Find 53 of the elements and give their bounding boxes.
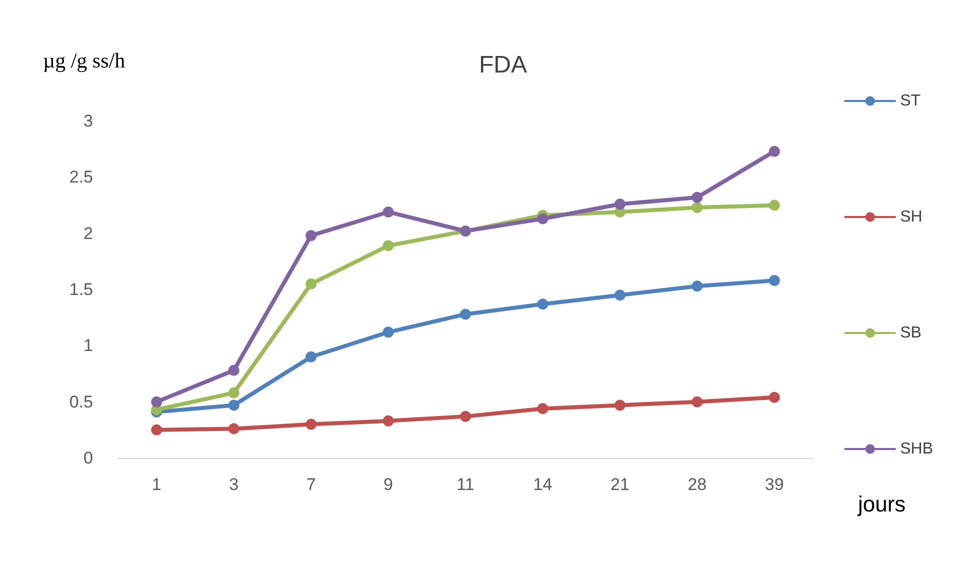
point [228, 423, 240, 434]
x-tick-label: 1 [152, 475, 162, 494]
legend-label: SHB [900, 440, 934, 458]
legend-label: SH [900, 208, 922, 226]
chart-title: FDA [479, 52, 527, 78]
point [460, 308, 471, 320]
point [306, 230, 317, 242]
x-tick-label: 9 [384, 475, 394, 494]
point [614, 400, 626, 411]
point [382, 415, 394, 426]
point [537, 213, 548, 224]
y-tick-label: 0.5 [69, 392, 93, 412]
legend-label: ST [900, 92, 921, 110]
point [768, 146, 780, 157]
point [306, 351, 317, 362]
point [768, 392, 780, 403]
point [614, 290, 626, 301]
point [460, 410, 471, 422]
point [537, 298, 548, 310]
point [692, 396, 703, 408]
point [306, 418, 317, 430]
point [692, 202, 703, 213]
point [228, 400, 240, 411]
x-tick-label: 11 [456, 475, 474, 494]
y-tick-label: 2.5 [69, 168, 93, 187]
x-tick-label: 3 [229, 475, 239, 494]
point [151, 396, 162, 408]
x-tick-label: 14 [533, 475, 552, 494]
point [306, 278, 317, 290]
y-tick-label: 3 [84, 112, 93, 130]
y-axis-title: µg /g ss/h [43, 48, 126, 72]
x-tick-label: 39 [764, 475, 784, 494]
point [768, 275, 780, 286]
point [692, 280, 703, 292]
x-axis-title: jours [857, 492, 906, 516]
point [692, 192, 703, 203]
point [537, 403, 548, 414]
point [228, 364, 240, 376]
x-tick-label: 28 [688, 475, 707, 494]
point [382, 240, 394, 252]
point [382, 206, 394, 218]
point [768, 200, 780, 211]
legend-label: SB [900, 324, 922, 342]
y-tick-label: 1 [84, 336, 93, 356]
y-tick-label: 2 [84, 224, 93, 243]
point [382, 326, 394, 338]
y-tick-label: 0 [84, 448, 93, 468]
x-tick-label: 21 [610, 475, 630, 494]
point [151, 424, 162, 436]
point [614, 198, 626, 210]
y-tick-label: 1.5 [69, 280, 93, 299]
x-tick-label: 7 [306, 475, 316, 494]
point [228, 387, 240, 398]
